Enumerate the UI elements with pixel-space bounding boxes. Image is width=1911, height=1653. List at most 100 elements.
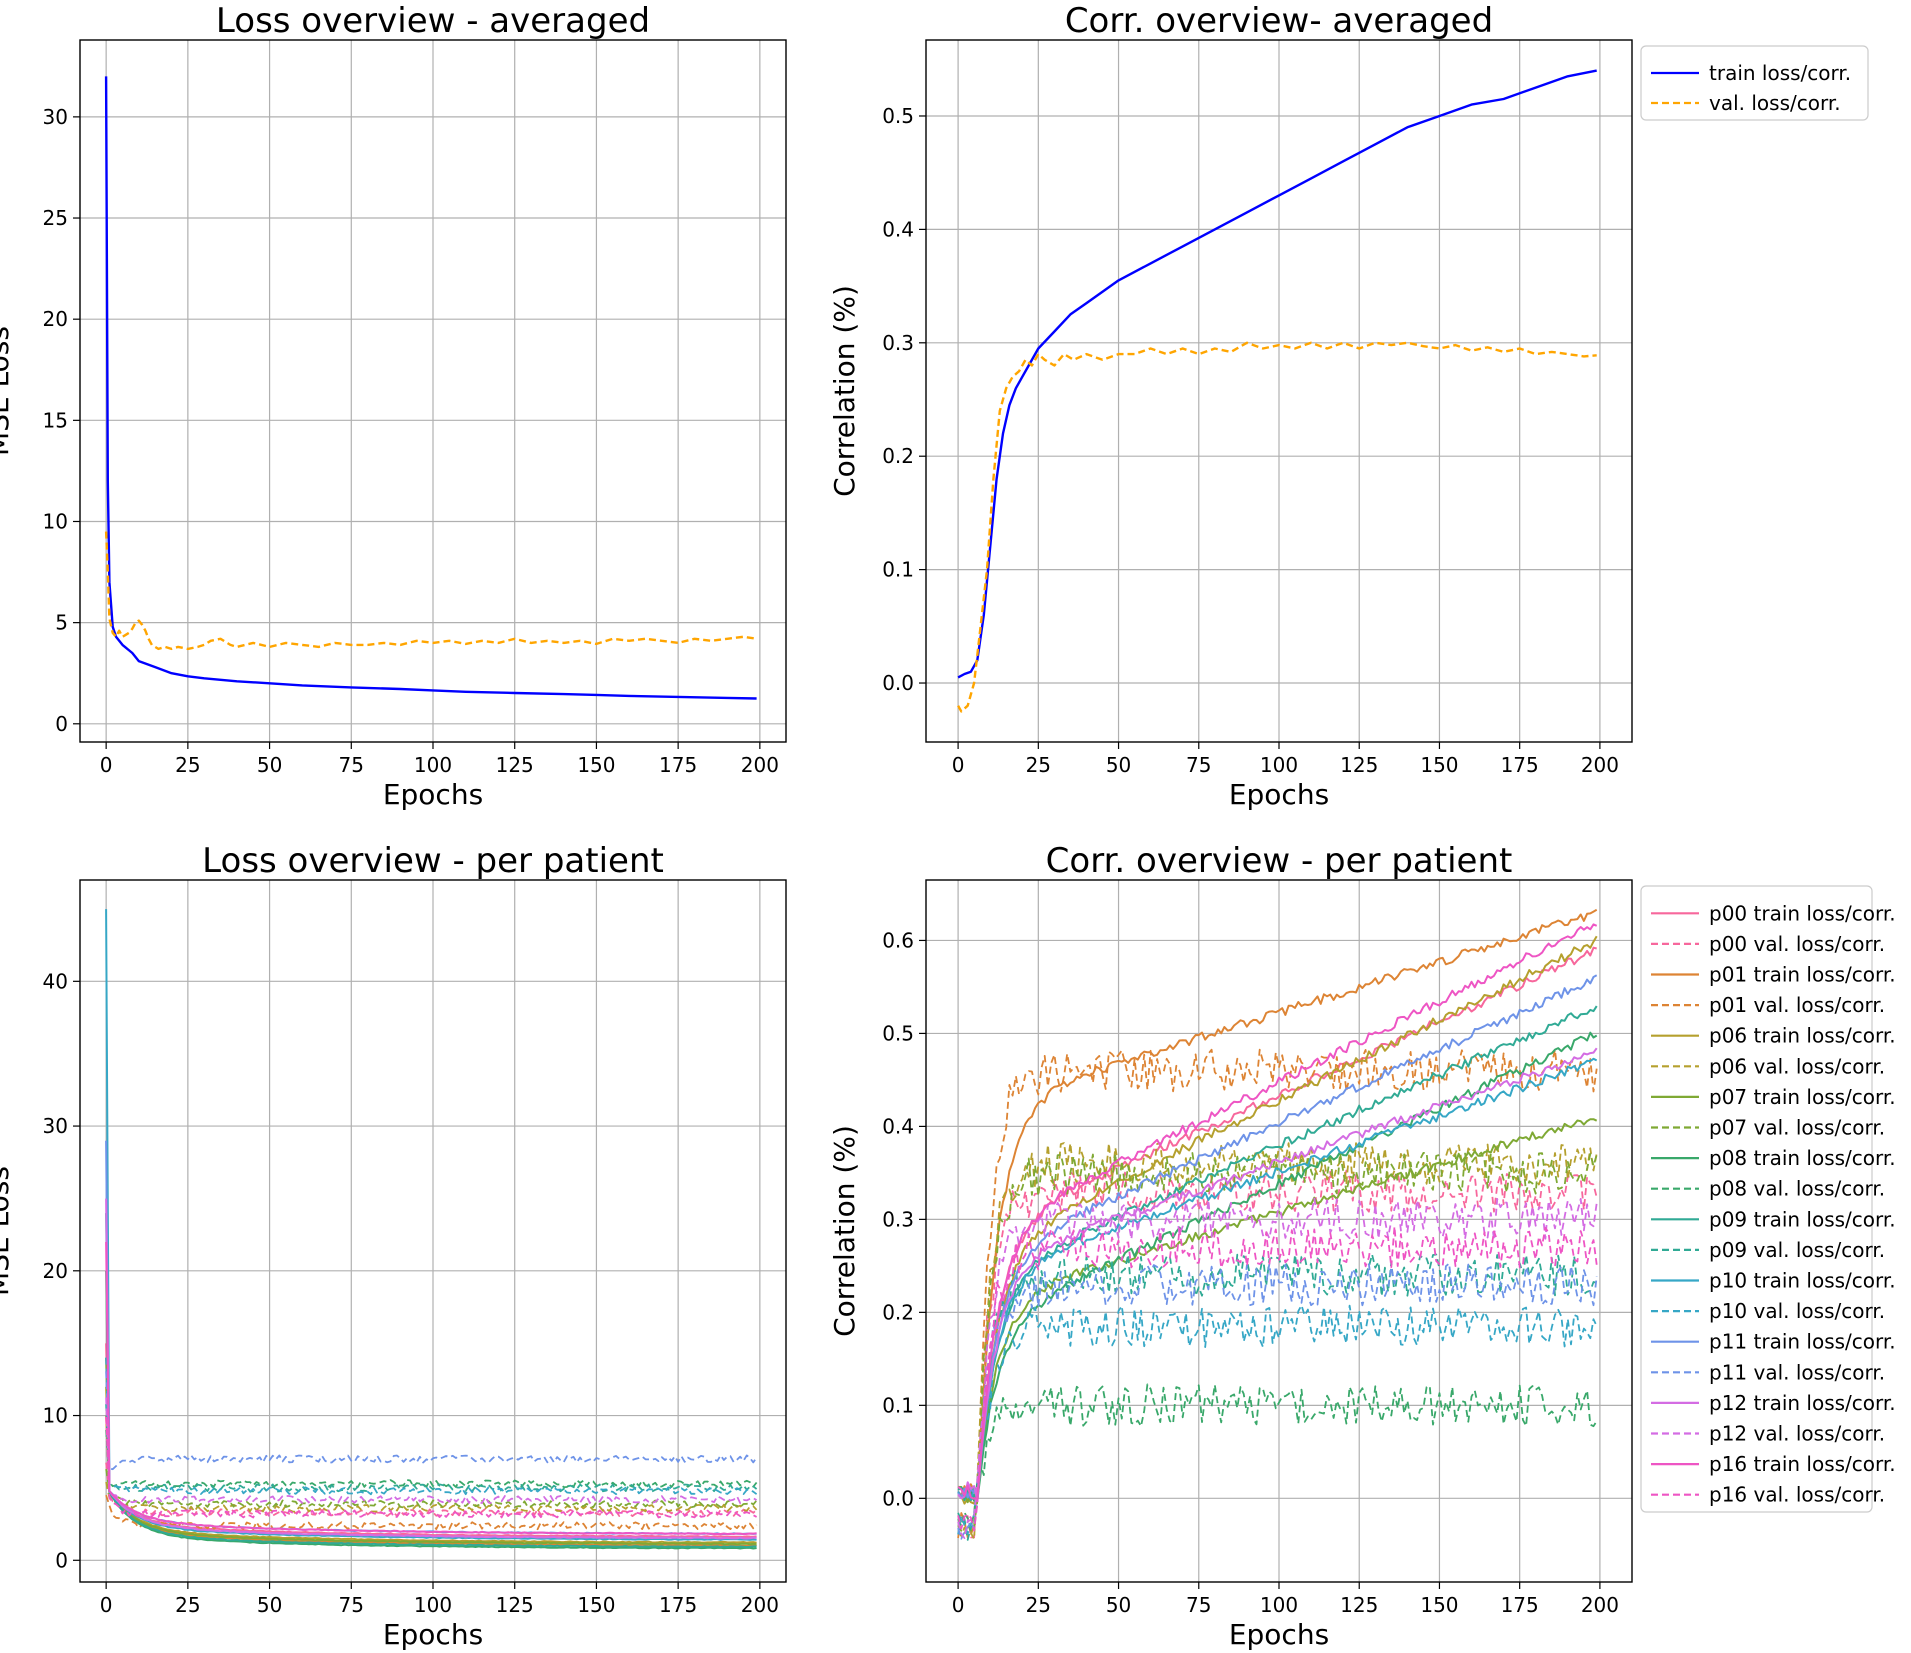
y-tick-label: 0 (55, 1548, 68, 1572)
x-axis-label: Epochs (383, 1618, 483, 1651)
y-tick-label: 10 (43, 1404, 68, 1428)
x-tick-label: 100 (1260, 753, 1298, 777)
y-tick-label: 0.2 (882, 444, 914, 468)
x-tick-label: 75 (1186, 753, 1211, 777)
legend-label: p08 train loss/corr. (1709, 1146, 1896, 1170)
series-line-p01-val (105, 1494, 758, 1531)
series-line-p12-val (957, 1197, 1598, 1539)
legend-label: p11 val. loss/corr. (1709, 1360, 1885, 1384)
y-tick-label: 0.4 (882, 1114, 914, 1138)
x-tick-label: 0 (952, 753, 965, 777)
y-tick-label: 40 (43, 969, 68, 993)
y-tick-label: 0.2 (882, 1300, 914, 1324)
x-tick-label: 150 (1420, 753, 1458, 777)
x-tick-label: 150 (1420, 1593, 1458, 1617)
x-axis-label: Epochs (383, 778, 483, 811)
x-tick-label: 200 (1581, 753, 1619, 777)
series-line-p11-val (957, 1262, 1598, 1540)
x-tick-label: 125 (1340, 753, 1378, 777)
x-tick-label: 200 (741, 753, 779, 777)
chart-title: Loss overview - per patient (202, 841, 664, 881)
loss_avg-plot: 0 25 50 75 100 125 150 175 200 0 5 10 15 20 25 30 Loss o… (0, 1, 787, 811)
x-tick-label: 75 (339, 753, 364, 777)
legend-label: p01 train loss/corr. (1709, 963, 1896, 987)
legend: p00 train loss/corr. p00 val. loss/corr. p… (1640, 885, 1896, 1513)
y-tick-label: 0.6 (882, 928, 914, 952)
series-line-p00-val (957, 1169, 1598, 1539)
y-tick-label: 30 (43, 105, 68, 129)
x-axis-label: Epochs (1229, 778, 1329, 811)
y-tick-label: 30 (43, 1114, 68, 1138)
legend-label: p16 val. loss/corr. (1709, 1483, 1885, 1507)
series-line-p08-train (957, 1031, 1598, 1502)
series-line-p09-train (957, 1005, 1598, 1502)
legend-label: p08 val. loss/corr. (1709, 1177, 1885, 1201)
series-line-p16-train (105, 1241, 757, 1536)
series-group (957, 908, 1598, 1541)
legend-label: p00 val. loss/corr. (1709, 932, 1885, 956)
legend-label: p11 train loss/corr. (1709, 1330, 1896, 1354)
plot-frame (79, 39, 787, 743)
series-line-p10-train (105, 909, 757, 1541)
y-axis-label: MSE Loss (0, 326, 15, 456)
x-tick-label: 50 (257, 753, 282, 777)
legend-label: p10 val. loss/corr. (1709, 1299, 1885, 1323)
y-tick-label: 25 (43, 206, 68, 230)
y-tick-label: 10 (43, 509, 68, 533)
x-tick-label: 125 (496, 753, 534, 777)
x-tick-label: 125 (1340, 1593, 1378, 1617)
x-tick-label: 125 (496, 1593, 534, 1617)
series-group (104, 76, 757, 700)
x-tick-label: 25 (1026, 753, 1051, 777)
y-tick-label: 0.3 (882, 331, 914, 355)
series-line-p00-train (957, 946, 1597, 1503)
chart-title: Loss overview - averaged (216, 1, 650, 41)
legend-label: p06 train loss/corr. (1709, 1024, 1896, 1048)
legend-label: train loss/corr. (1709, 61, 1851, 85)
x-tick-label: 175 (1501, 753, 1539, 777)
series-line-p09-train (105, 1213, 757, 1549)
series-line-p16-val (957, 1225, 1598, 1532)
series-line-train (957, 69, 1597, 679)
y-axis-label: MSE Loss (0, 1166, 15, 1296)
x-tick-label: 25 (1026, 1593, 1051, 1617)
y-tick-label: 20 (43, 307, 68, 331)
x-tick-label: 50 (1106, 1593, 1131, 1617)
plot-frame (925, 879, 1633, 1583)
y-tick-label: 0.4 (882, 217, 914, 241)
series-group (957, 69, 1597, 713)
y-tick-label: 15 (43, 408, 68, 432)
series-line-p06-val (957, 1142, 1598, 1540)
x-tick-label: 0 (100, 753, 113, 777)
x-tick-label: 0 (952, 1593, 965, 1617)
legend-label: p06 val. loss/corr. (1709, 1054, 1885, 1078)
series-line-p08-train (105, 1270, 757, 1550)
legend-label: p01 val. loss/corr. (1709, 993, 1885, 1017)
y-tick-label: 0.1 (882, 1393, 914, 1417)
loss_pp-plot: 0 25 50 75 100 125 150 175 200 0 10 20 30 40 Loss over… (0, 841, 787, 1651)
y-axis-label: Correlation (%) (828, 285, 861, 497)
y-tick-label: 0.5 (882, 1021, 914, 1045)
x-tick-label: 175 (1501, 1593, 1539, 1617)
legend-label: p07 train loss/corr. (1709, 1085, 1896, 1109)
x-axis-label: Epochs (1229, 1618, 1329, 1651)
legend-label: p07 val. loss/corr. (1709, 1116, 1885, 1140)
legend-label: p10 train loss/corr. (1709, 1269, 1896, 1293)
corr_pp-plot: 0 25 50 75 100 125 150 175 200 0.0 0.1 0.2 0.3 0.4 0.5… (828, 841, 1633, 1651)
legend-label: p12 val. loss/corr. (1709, 1422, 1885, 1446)
series-line-p01-val (957, 1048, 1598, 1539)
series-line-p16-train (957, 923, 1598, 1500)
series-line-p11-train (957, 974, 1598, 1499)
series-group (105, 909, 758, 1550)
series-line-p12-val (105, 1397, 758, 1504)
plot-frame (79, 879, 787, 1583)
y-tick-label: 0.0 (882, 1486, 914, 1510)
x-tick-label: 50 (257, 1593, 282, 1617)
legend-label: p12 train loss/corr. (1709, 1391, 1896, 1415)
legend-label: p09 val. loss/corr. (1709, 1238, 1885, 1262)
series-line-p07-val (957, 1151, 1598, 1535)
series-line-p12-train (105, 1198, 757, 1540)
y-tick-label: 5 (55, 611, 68, 635)
series-line-p16-val (105, 1416, 758, 1519)
